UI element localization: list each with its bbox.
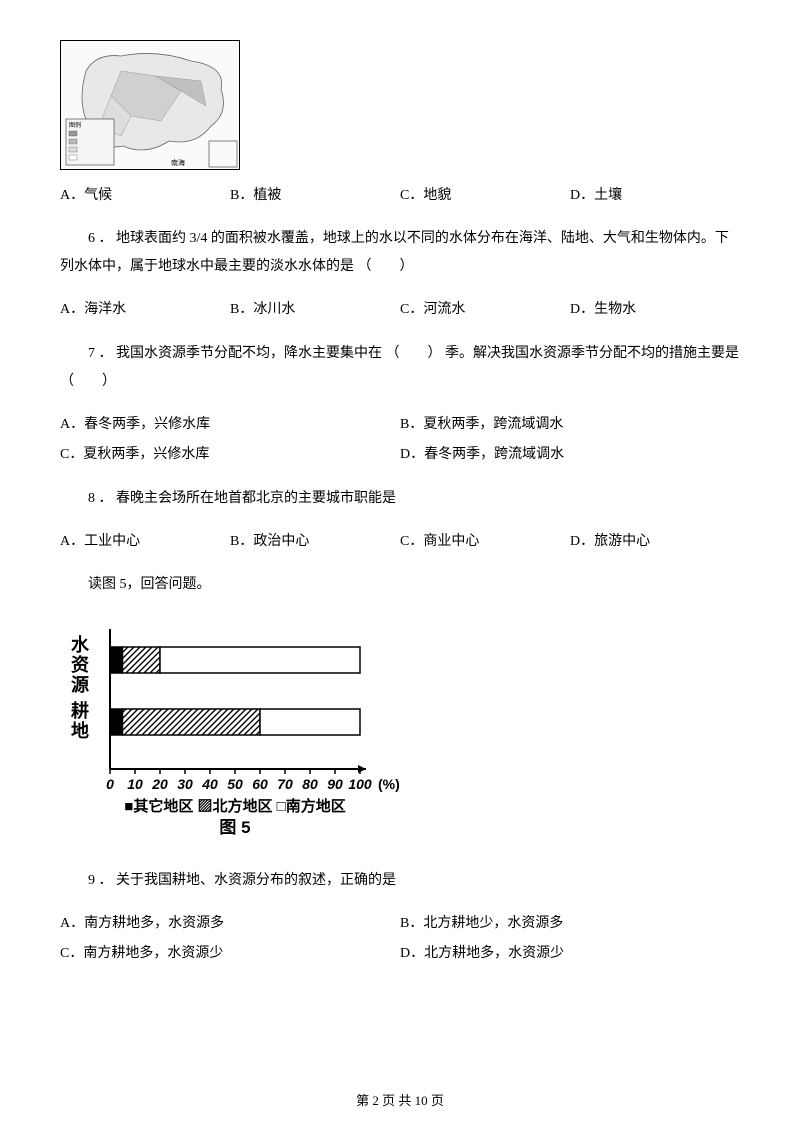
page-footer: 第 2 页 共 10 页 <box>0 1091 800 1112</box>
option-b: B．冰川水 <box>230 299 400 321</box>
svg-text:南海: 南海 <box>171 158 185 167</box>
q6-text: 6 ． 地球表面约 3/4 的面积被水覆盖，地球上的水以不同的水体分布在海洋、陆… <box>60 225 740 281</box>
option-d: D．北方耕地多，水资源少 <box>400 943 740 965</box>
q9-options: A．南方耕地多，水资源多 B．北方耕地少，水资源多 C．南方耕地多，水资源少 D… <box>60 913 740 966</box>
svg-text:资: 资 <box>71 654 89 675</box>
svg-text:耕: 耕 <box>71 700 89 721</box>
svg-text:10: 10 <box>127 776 143 792</box>
option-d: D．土壤 <box>570 185 740 207</box>
option-c: C．河流水 <box>400 299 570 321</box>
option-a: A．海洋水 <box>60 299 230 321</box>
option-a: A．工业中心 <box>60 531 230 553</box>
svg-text:90: 90 <box>327 776 343 792</box>
option-c: C．夏秋两季，兴修水库 <box>60 444 400 466</box>
svg-text:40: 40 <box>201 776 218 792</box>
svg-text:源: 源 <box>71 674 89 695</box>
q6-options: A．海洋水 B．冰川水 C．河流水 D．生物水 <box>60 299 740 321</box>
option-d: D．旅游中心 <box>570 531 740 553</box>
q9-text: 9 ． 关于我国耕地、水资源分布的叙述，正确的是 <box>60 867 740 895</box>
svg-text:地: 地 <box>71 720 89 741</box>
q8-options: A．工业中心 B．政治中心 C．商业中心 D．旅游中心 <box>60 531 740 553</box>
svg-text:50: 50 <box>227 776 243 792</box>
figure-5-chart: 水资源耕地 0 10 20 30 40 50 60 70 80 90 100 (%) ■其它地区 ▨北方地… <box>60 619 740 849</box>
svg-text:水: 水 <box>71 634 90 655</box>
svg-text:30: 30 <box>177 776 193 792</box>
svg-text:(%): (%) <box>378 776 400 792</box>
svg-text:图 5: 图 5 <box>219 818 250 837</box>
option-b: B．北方耕地少，水资源多 <box>400 913 740 935</box>
svg-text:20: 20 <box>151 776 168 792</box>
q8-text: 8 ． 春晚主会场所在地首都北京的主要城市职能是 <box>60 485 740 513</box>
option-a: A．春冬两季，兴修水库 <box>60 414 400 436</box>
option-b: B．植被 <box>230 185 400 207</box>
option-d: D．生物水 <box>570 299 740 321</box>
option-c: C．南方耕地多，水资源少 <box>60 943 400 965</box>
svg-text:100: 100 <box>348 776 372 792</box>
option-a: A．气候 <box>60 185 230 207</box>
china-map-figure: 图例 南海 <box>60 40 240 170</box>
svg-text:70: 70 <box>277 776 293 792</box>
q7-options: A．春冬两季，兴修水库 B．夏秋两季，跨流域调水 C．夏秋两季，兴修水库 D．春… <box>60 414 740 467</box>
option-c: C．商业中心 <box>400 531 570 553</box>
svg-text:0: 0 <box>106 776 114 792</box>
svg-text:60: 60 <box>252 776 268 792</box>
q9-intro: 读图 5，回答问题。 <box>60 571 740 599</box>
option-b: B．政治中心 <box>230 531 400 553</box>
option-d: D．春冬两季，跨流域调水 <box>400 444 740 466</box>
svg-text:80: 80 <box>302 776 318 792</box>
option-b: B．夏秋两季，跨流域调水 <box>400 414 740 436</box>
option-a: A．南方耕地多，水资源多 <box>60 913 400 935</box>
svg-text:图例: 图例 <box>69 121 81 129</box>
svg-text:■其它地区 ▨北方地区 □南方地区: ■其它地区 ▨北方地区 □南方地区 <box>124 797 345 815</box>
option-c: C．地貌 <box>400 185 570 207</box>
q5-options: A．气候 B．植被 C．地貌 D．土壤 <box>60 185 740 207</box>
q7-text: 7 ． 我国水资源季节分配不均，降水主要集中在 （ ） 季。解决我国水资源季节分… <box>60 340 740 396</box>
